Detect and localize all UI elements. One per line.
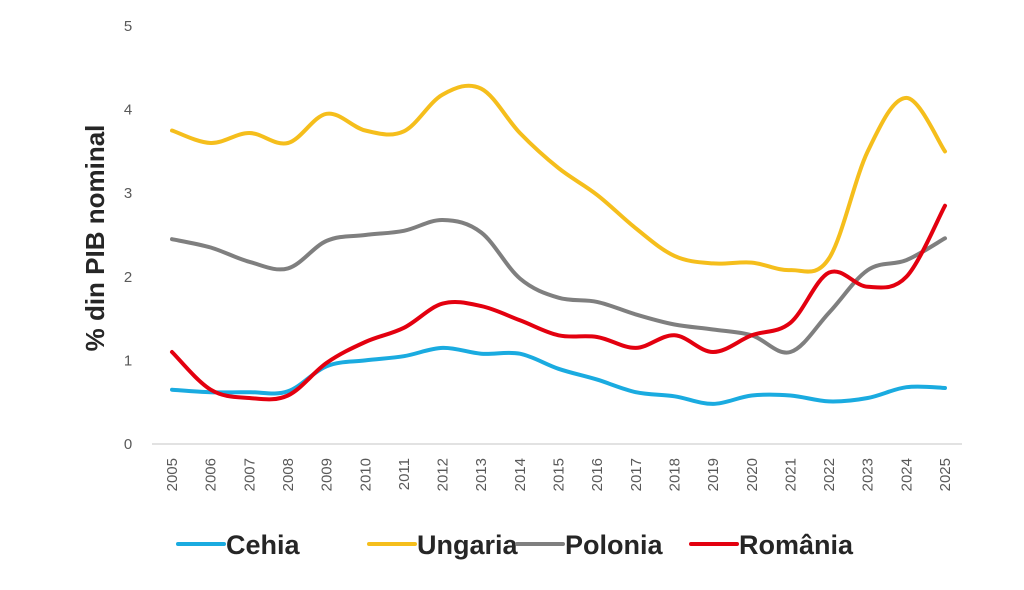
x-tick-label: 2005 [164,458,181,491]
x-tick-label: 2021 [782,458,799,491]
y-tick-label: 1 [124,352,132,369]
series-line-ungaria [170,83,947,274]
x-tick-label: 2010 [357,458,374,491]
x-tick-label: 2009 [319,458,336,491]
y-axis-ticks: 0 1 2 3 4 5 [124,18,132,453]
x-tick-label: 2022 [821,458,838,491]
x-tick-label: 2017 [628,458,645,491]
y-axis-label: % din PIB nominal [80,125,110,352]
x-tick-label: 2011 [396,458,413,490]
legend-label: Cehia [226,530,301,560]
y-tick-label: 3 [124,185,132,202]
legend-label: România [739,530,854,560]
legend-item: Cehia [176,530,301,560]
x-axis-ticks: 2005 2006 2007 2008 2009 2010 2011 2012 2013 2014… [164,458,954,491]
legend-label: Polonia [565,530,663,560]
x-tick-label: 2024 [898,458,915,491]
legend-item: România [689,530,854,560]
x-tick-label: 2018 [666,458,683,491]
x-tick-label: 2020 [744,458,761,491]
legend: Cehia Ungaria Polonia România [176,530,854,560]
x-tick-label: 2015 [551,458,568,491]
legend-item: Ungaria [367,530,519,560]
x-tick-label: 2013 [473,458,490,491]
series-line-polonia [170,217,947,355]
legend-item: Polonia [515,530,663,560]
x-tick-label: 2007 [241,458,258,491]
series-lines [170,83,947,406]
x-tick-label: 2016 [589,458,606,491]
x-tick-label: 2006 [203,458,220,491]
x-tick-label: 2023 [860,458,877,491]
x-tick-label: 2008 [280,458,297,491]
x-tick-label: 2019 [705,458,722,491]
y-tick-label: 4 [124,102,132,119]
y-tick-label: 0 [124,436,132,453]
y-tick-label: 2 [124,269,132,286]
y-tick-label: 5 [124,18,132,35]
x-tick-label: 2012 [435,458,452,491]
x-tick-label: 2025 [937,458,954,491]
x-tick-label: 2014 [512,458,529,491]
legend-label: Ungaria [417,530,519,560]
series-line-romnia [170,203,947,402]
